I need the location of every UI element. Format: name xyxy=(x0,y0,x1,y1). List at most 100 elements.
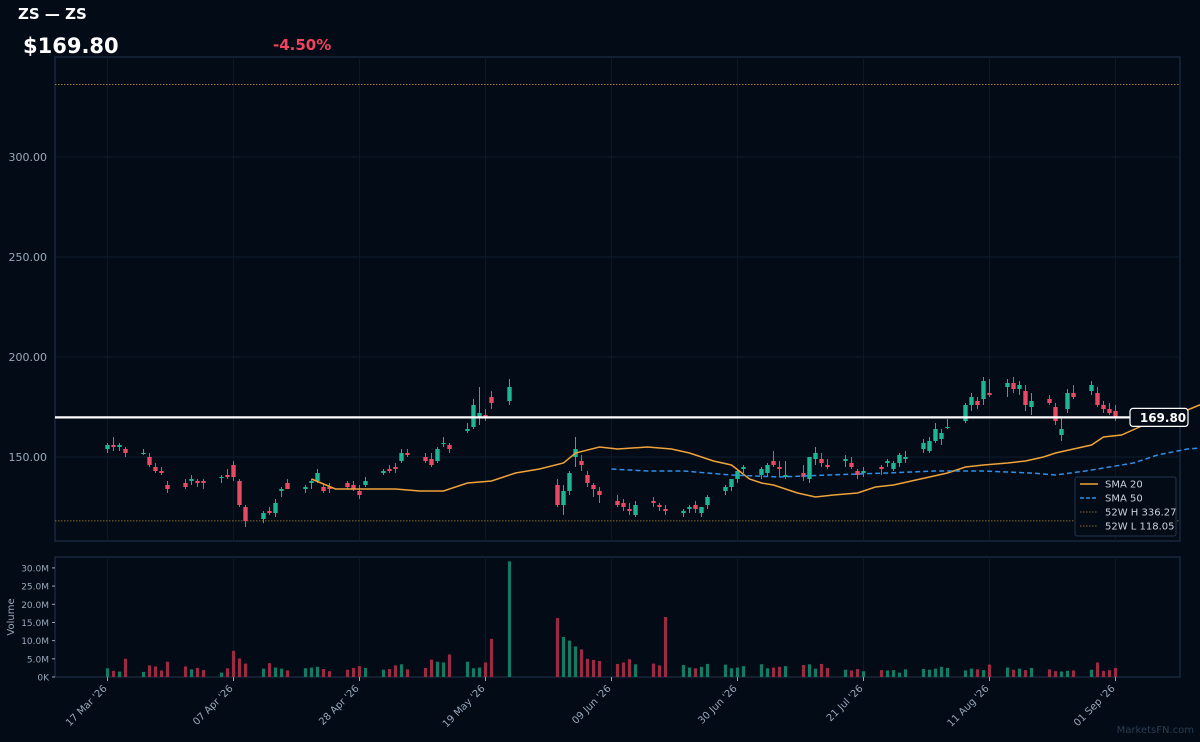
candle-body xyxy=(1101,405,1106,409)
candle-body xyxy=(693,505,698,509)
volume-bar xyxy=(405,669,410,677)
volume-bar xyxy=(105,668,110,677)
volume-bar xyxy=(243,663,248,677)
x-tick-label: 30 Jun '26 xyxy=(696,683,739,726)
candle-body xyxy=(165,485,170,489)
candle-body xyxy=(465,429,470,431)
candle-body xyxy=(435,449,440,461)
volume-bar xyxy=(969,668,974,677)
volume-bar xyxy=(489,638,494,677)
candle-body xyxy=(579,461,584,465)
volume-y-tick-label: 30.0M xyxy=(21,564,49,574)
price-change: -4.50% xyxy=(273,36,332,54)
volume-axis-label: Volume xyxy=(6,598,17,635)
volume-bar xyxy=(687,667,692,677)
candle-body xyxy=(243,507,248,521)
volume-bar xyxy=(261,668,266,677)
candle-body xyxy=(771,461,776,465)
volume-bar xyxy=(237,658,242,677)
volume-bar xyxy=(1059,671,1064,677)
candle-body xyxy=(945,427,950,428)
volume-bar xyxy=(393,665,398,677)
volume-bar xyxy=(117,671,122,677)
volume-bar xyxy=(621,662,626,677)
candle-body xyxy=(825,465,830,467)
price-y-tick-label: 200.00 xyxy=(9,351,48,364)
candle-body xyxy=(819,459,824,463)
volume-bar xyxy=(483,662,488,677)
volume-bar xyxy=(507,561,512,677)
volume-bar xyxy=(879,670,884,677)
candle-body xyxy=(351,485,356,489)
volume-bar xyxy=(615,663,620,677)
volume-bar xyxy=(705,663,710,677)
volume-bar xyxy=(153,666,158,677)
volume-bar xyxy=(327,671,332,677)
volume-bar xyxy=(963,670,968,677)
x-tick-label: 09 Jun '26 xyxy=(570,683,613,726)
candles xyxy=(105,377,1118,527)
price-y-tick-label: 300.00 xyxy=(9,151,48,164)
candle-body xyxy=(855,471,860,475)
volume-bar xyxy=(765,668,770,677)
candle-body xyxy=(153,467,158,471)
volume-bar xyxy=(759,664,764,677)
candle-body xyxy=(807,457,812,479)
legend: SMA 20 SMA 50 52W H 336.27 52W L 118.05 xyxy=(1074,476,1177,537)
candle-body xyxy=(633,505,638,515)
volume-bar xyxy=(633,664,638,677)
volume-bar xyxy=(1017,668,1022,677)
candle-body xyxy=(843,459,848,461)
candle-body xyxy=(231,465,236,477)
volume-bar xyxy=(897,672,902,677)
candle-body xyxy=(591,485,596,489)
candle-body xyxy=(471,405,476,427)
candle-body xyxy=(567,473,572,491)
candle-body xyxy=(699,507,704,513)
volume-bar xyxy=(855,669,860,677)
candle-body xyxy=(483,415,488,417)
x-tick-label: 01 Sep '26 xyxy=(1072,683,1118,729)
candle-body xyxy=(903,457,908,459)
candle-body xyxy=(273,503,278,513)
candle-body xyxy=(1095,393,1100,405)
candle-body xyxy=(927,441,932,451)
volume-bar xyxy=(801,665,806,677)
sma20-line xyxy=(311,404,1200,498)
legend-label: SMA 20 xyxy=(1105,480,1143,491)
volume-bar xyxy=(351,667,356,677)
legend-label: SMA 50 xyxy=(1105,494,1143,505)
candle-body xyxy=(477,413,482,417)
candle-body xyxy=(441,443,446,444)
volume-y-tick-label: 20.0M xyxy=(21,601,49,611)
candle-body xyxy=(381,471,386,473)
volume-bar xyxy=(657,665,662,677)
candle-body xyxy=(555,485,560,505)
legend-label: 52W H 336.27 xyxy=(1105,508,1176,519)
volume-bar xyxy=(663,617,668,677)
volume-bar xyxy=(399,664,404,677)
candle-body xyxy=(309,481,314,483)
candle-body xyxy=(267,511,272,513)
volume-bar xyxy=(123,658,128,677)
volume-bar xyxy=(465,661,470,677)
x-tick-label: 11 Aug '26 xyxy=(946,683,992,729)
x-tick-label: 17 Mar '26 xyxy=(64,683,110,729)
candle-body xyxy=(615,501,620,505)
volume-bar xyxy=(1047,669,1052,677)
candle-body xyxy=(357,491,362,495)
candle-body xyxy=(705,497,710,505)
candle-body xyxy=(1005,383,1010,387)
volume-bar xyxy=(345,669,350,677)
volume-bar xyxy=(813,668,818,677)
candle-body xyxy=(1089,385,1094,391)
volume-bar xyxy=(573,646,578,677)
volume-bar xyxy=(1011,669,1016,677)
candle-body xyxy=(963,405,968,421)
volume-bar xyxy=(429,659,434,677)
volume-bar xyxy=(921,669,926,677)
volume-bar xyxy=(231,650,236,677)
volume-bar xyxy=(381,669,386,677)
last-price-label: 169.80 xyxy=(1140,411,1186,425)
volume-bar xyxy=(561,637,566,677)
